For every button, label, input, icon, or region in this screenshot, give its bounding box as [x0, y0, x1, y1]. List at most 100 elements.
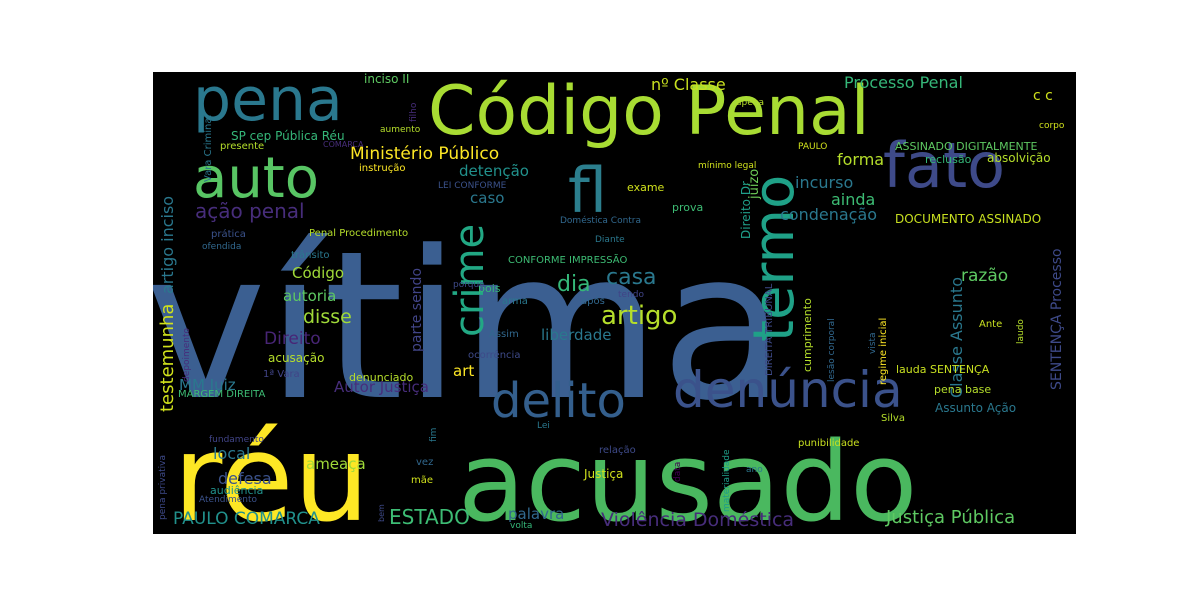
word-estado: ESTADO [389, 505, 470, 529]
word-acusacao: acusação [268, 351, 324, 365]
word-ministerio-publico: Ministério Público [350, 144, 499, 164]
word-crime: crime [447, 224, 493, 337]
word-razao: razão [961, 266, 1008, 286]
word-assinado-digitalmente: ASSINADO DIGITALMENTE [895, 140, 1038, 153]
word-fim: fim [429, 428, 439, 442]
word-dia: dia [557, 272, 591, 297]
word-depoimento: depoimento [182, 327, 192, 382]
word-n-classe: nº Classe [651, 75, 726, 94]
word-parte-sendo: parte sendo [409, 268, 425, 352]
word-lei: Lei [537, 421, 550, 431]
word-acao-penal: ação penal [195, 199, 305, 223]
word-sp-cep-publica-reu: SP cep Pública Réu [231, 129, 345, 143]
word-atendimento: Atendimento [199, 495, 258, 505]
word-porque: porque [453, 280, 485, 290]
word-ante: Ante [979, 319, 1002, 330]
word-tendo: tendo [618, 290, 644, 300]
word-acusado: acusado [458, 418, 917, 534]
word-direita-tribunal: DIREITA TRIBUNAL [764, 283, 775, 376]
word-ano: ano [746, 465, 763, 475]
word-ofendida: ofendida [202, 242, 241, 252]
word-presente: presente [220, 141, 264, 152]
word-termo: termo [742, 175, 807, 342]
word-arma: arma [502, 296, 528, 307]
word-justica: Justiça [583, 467, 623, 481]
word-reu: réu [173, 410, 370, 534]
word-direito-dr: Direito Dr [739, 181, 753, 239]
word-mae: mãe [411, 475, 433, 486]
word-vista: vista [868, 332, 878, 354]
word-apos: após [581, 295, 605, 307]
word-1-vara: 1ª Vara [263, 369, 300, 380]
word-silva: Silva [881, 413, 905, 424]
word-lei-conforme: LEI CONFORME [438, 181, 507, 191]
word-pratica: prática [211, 228, 246, 240]
word-aumento: aumento [380, 125, 421, 135]
word-corpo: corpo [1039, 121, 1065, 131]
word-testemunha: testemunha [157, 304, 178, 412]
word-pois: pois [478, 282, 501, 295]
word-cloud: vítima réu acusado Código Penal pena fato fl au… [153, 72, 1076, 534]
word-delito: delito [491, 373, 626, 429]
word-violencia-domestica: Violência Doméstica [601, 509, 794, 531]
word-cumprimento: cumprimento [801, 298, 814, 372]
word-detencao: detenção [459, 162, 529, 180]
word-vitima: vítima [153, 208, 786, 446]
word-palavra: palavra [508, 505, 564, 523]
word-sentenca-processo: SENTENÇA Processo [1049, 248, 1065, 390]
word-volta: volta [510, 521, 532, 531]
word-denuncia: denúncia [673, 361, 903, 419]
word-ameaca: ameaça [306, 455, 366, 473]
word-exame: exame [627, 181, 665, 194]
word-pena: pena [193, 72, 343, 135]
word-artigo-inciso: artigo inciso [158, 196, 177, 294]
word-relacao: relação [599, 445, 636, 456]
word-punibilidade: punibilidade [798, 438, 859, 449]
word-defesa: defesa [218, 469, 272, 488]
word-lesao-corporal: lesão corporal [827, 318, 837, 382]
word-condenacao: condenação [780, 205, 877, 224]
word-audiencia: audiência [210, 484, 263, 497]
word-liberdade: liberdade [541, 326, 611, 344]
word-pena-base: pena base [934, 383, 991, 396]
word-disse: disse [303, 306, 352, 328]
word-documento-assinado: DOCUMENTO ASSINADO [895, 212, 1041, 226]
word-artigo: artigo [601, 301, 677, 331]
word-incurso: incurso [795, 173, 853, 192]
word-vez: vez [416, 457, 433, 468]
word-autor-justica: Autor Justiça [334, 378, 429, 396]
word-reclusao: reclusão [925, 153, 972, 166]
word-instrucao: instrução [359, 163, 405, 174]
word-auto: auto [193, 146, 319, 211]
word-bem: bem [377, 504, 386, 522]
word-classe-assunto: Classe Assunto [947, 277, 966, 398]
word-juizo: juízo [747, 169, 762, 200]
word-transito: trânsito [291, 249, 330, 261]
word-data: data [673, 462, 683, 482]
word-autoria: autoria [283, 287, 336, 305]
word-codigo: Código [292, 264, 344, 282]
word-laudo: laudo [1016, 319, 1026, 344]
word-forma: forma [837, 150, 884, 169]
word-direito: Direito [264, 329, 321, 349]
word-domestica-contra: Doméstica Contra [560, 215, 641, 226]
word-casa: casa [606, 265, 657, 290]
word-processo-penal: Processo Penal [844, 73, 963, 92]
word-mm-juiz: MM Juiz [179, 376, 236, 394]
word-justica-publica: Justiça Pública [885, 507, 1015, 528]
word-regime-inicial: regime inicial [878, 318, 889, 385]
word-denunciado: denunciado [349, 371, 413, 384]
word-lauda-sentenca: lauda SENTENÇA [896, 363, 990, 376]
word-absolvicao: absolvição [987, 151, 1051, 165]
word-margem-direita: MARGEM DIREITA [178, 389, 265, 400]
word-materialidade: materialidade [722, 449, 732, 512]
word-assim: Assim [489, 329, 519, 340]
word-vara-criminal: Vara Criminal [203, 115, 214, 182]
word-diante: Diante [595, 235, 625, 245]
word-minimo-legal: mínimo legal [698, 161, 756, 171]
word-codigo-penal: Código Penal [428, 72, 870, 151]
word-apena: apena [736, 98, 764, 108]
word-paulo: PAULO [798, 142, 827, 152]
word-prova: prova [672, 201, 703, 214]
